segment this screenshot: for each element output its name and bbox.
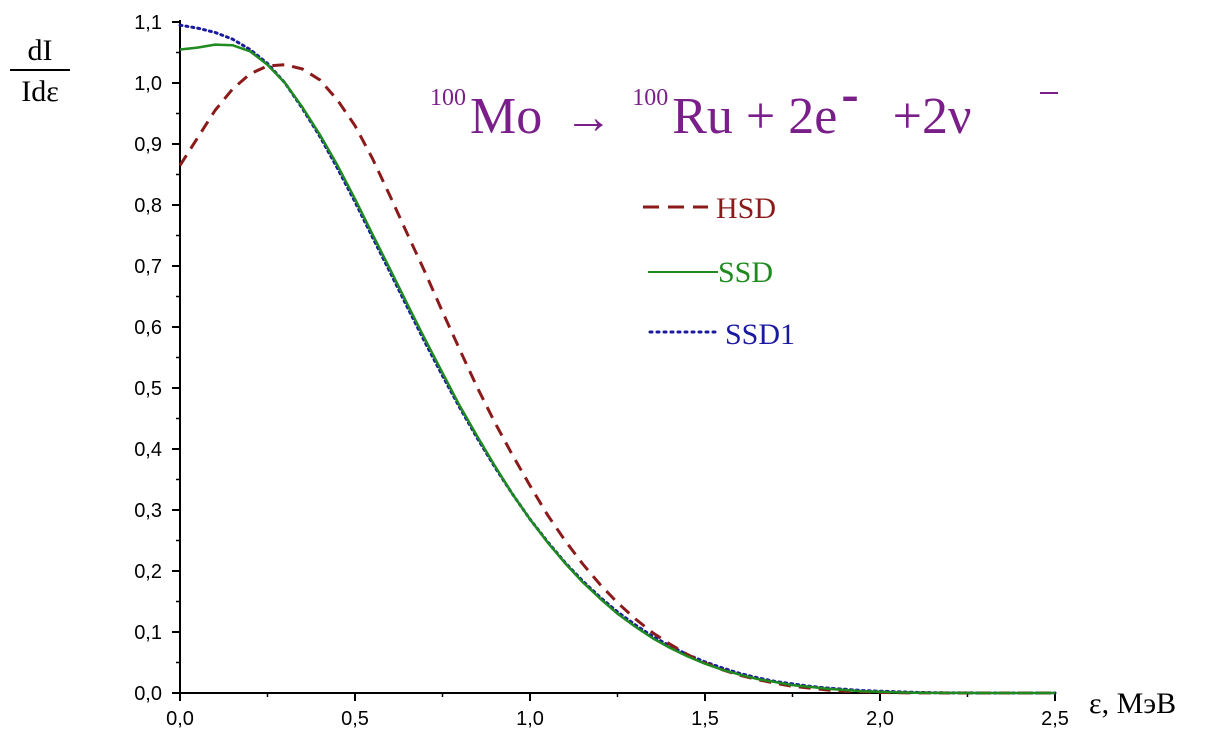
x-tick-label: 0,0 [166,708,194,730]
y-axis-label-numerator: dI [28,34,53,67]
legend-label-hsd: HSD [716,192,776,225]
y-tick-label: 0,3 [134,500,162,522]
y-tick-label: 0,5 [134,378,162,400]
formula-arrow: → [564,91,612,144]
y-tick-label: 1,1 [134,12,162,34]
x-tick-label: 2,0 [866,708,894,730]
formula-parent: Mo [470,88,542,145]
x-tick-label: 1,0 [516,708,544,730]
formula-daughter-mass: 100 [632,85,668,111]
legend-label-ssd: SSD [718,256,773,289]
formula-daughter: Ru + 2e [672,88,837,145]
y-tick-label: 0,7 [134,256,162,278]
series-line-hsd [178,63,1055,695]
y-tick-label: 0,6 [134,317,162,339]
formula-parent-mass: 100 [430,85,466,111]
y-axis-label-denominator: Idε [21,75,59,108]
x-tick-label: 2,5 [1041,708,1069,730]
series-layer [178,23,1057,695]
formula-electron-sign: - [841,66,858,123]
formula-neutrinos: +2ν [893,88,972,145]
x-tick-label: 1,5 [691,708,719,730]
y-tick-label: 0,8 [134,195,162,217]
x-axis-label: ε, МэВ [1089,687,1176,720]
y-tick-label: 0,0 [134,683,162,705]
y-tick-label: 0,2 [134,561,162,583]
y-tick-label: 1,0 [134,73,162,95]
x-tick-label: 0,5 [341,708,369,730]
y-tick-label: 0,9 [134,134,162,156]
y-tick-label: 0,1 [134,622,162,644]
legend-label-ssd1: SSD1 [725,318,795,351]
formula-annotation: 100 Mo → 100 Ru + 2e - +2ν [430,66,972,145]
series-line-ssd [179,43,1055,695]
y-tick-label: 0,4 [134,439,162,461]
legend: HSD SSD SSD1 [643,192,795,351]
axes: 0,0 0,1 0,2 0,3 0,4 0,5 0,6 0,7 0,8 0,9 1,0 1,1 0,0 0… [134,12,1069,730]
